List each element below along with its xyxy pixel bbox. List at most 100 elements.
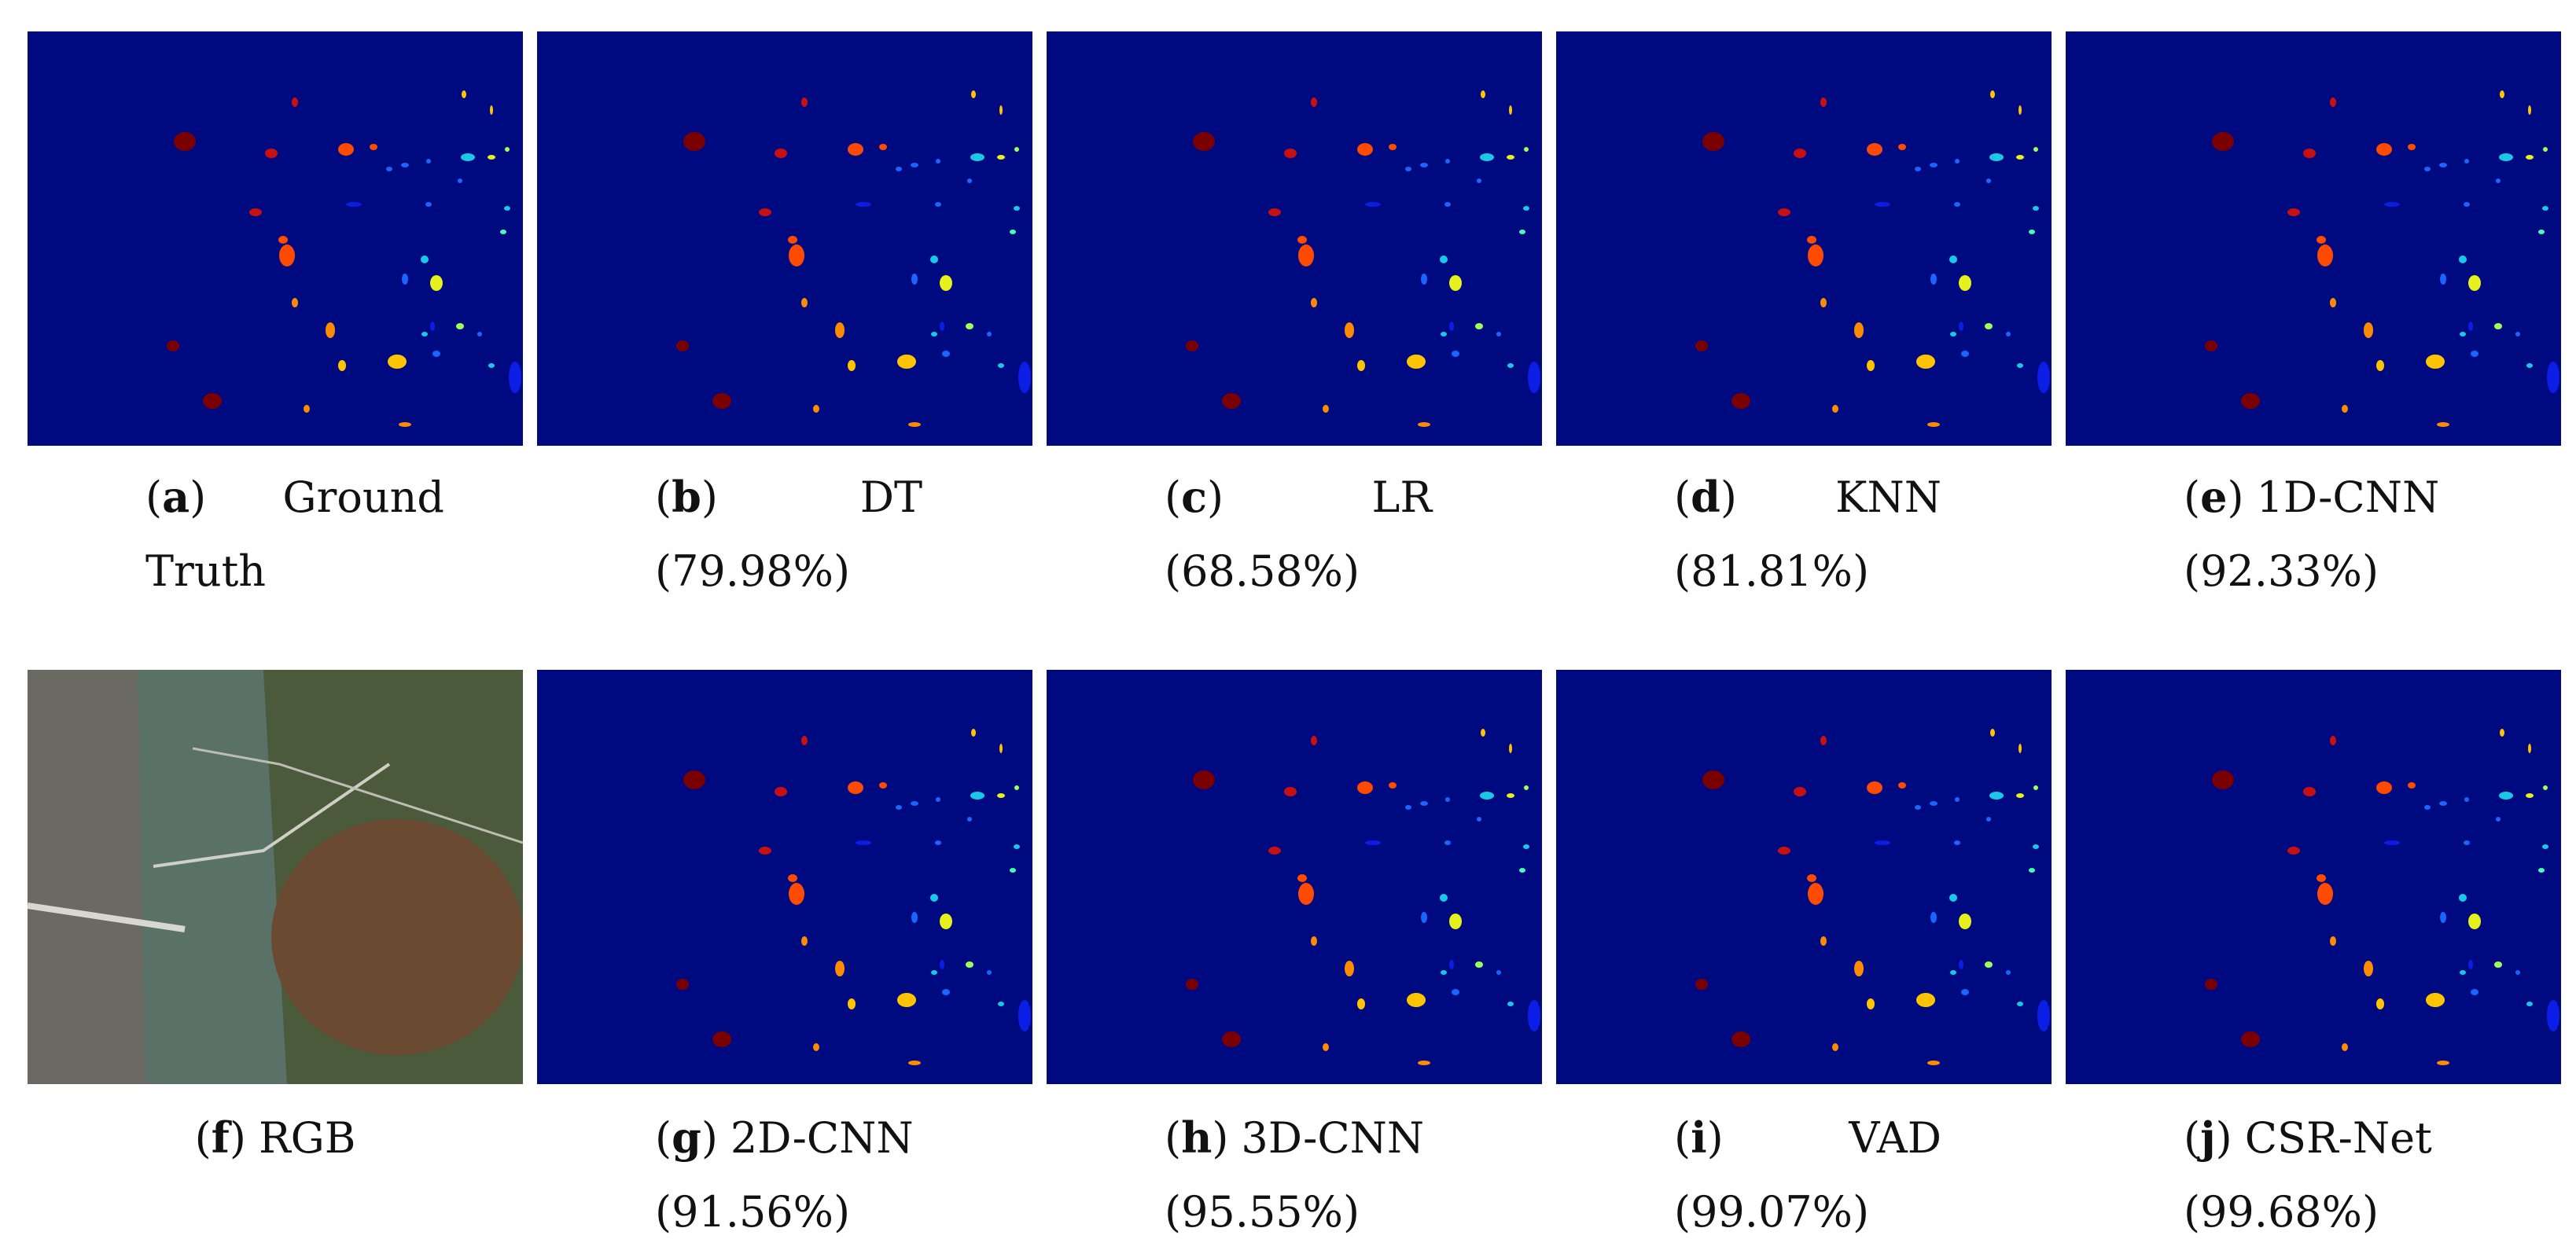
class-region <box>1193 770 1215 789</box>
caption-label: 2D-CNN <box>730 1113 914 1163</box>
class-region <box>1702 132 1724 151</box>
class-region <box>1898 144 1906 150</box>
class-region <box>1449 322 1454 331</box>
class-region <box>1930 912 1937 923</box>
caption-c: (c) LR (68.58%) <box>1165 460 1432 608</box>
class-region <box>1444 202 1451 207</box>
class-region <box>2543 147 2548 152</box>
class-region <box>2384 202 2400 207</box>
class-region <box>1010 230 1016 234</box>
class-region <box>1523 844 1529 849</box>
class-region <box>911 163 918 167</box>
caption-letter: f <box>211 1112 230 1163</box>
class-region <box>2494 323 2502 329</box>
class-region <box>1297 874 1307 882</box>
class-region <box>1311 936 1317 946</box>
class-region <box>2330 736 2336 745</box>
class-region <box>897 355 916 369</box>
class-region <box>2330 97 2336 107</box>
class-region <box>456 323 464 329</box>
panel-e-1d-cnn <box>2066 31 2561 446</box>
class-region <box>1854 322 1864 338</box>
class-region <box>940 914 952 929</box>
caption-letter: i <box>1691 1112 1707 1163</box>
class-region <box>1867 143 1882 156</box>
classification-map <box>1047 31 1542 446</box>
class-region <box>2437 422 2449 427</box>
class-region <box>1449 960 1454 969</box>
class-region <box>504 206 510 211</box>
class-region <box>789 883 804 905</box>
class-region <box>2029 230 2035 234</box>
class-region <box>1418 1061 1430 1065</box>
class-region <box>1222 1031 1241 1047</box>
class-region <box>1475 961 1483 968</box>
class-region <box>1475 323 1483 329</box>
class-region <box>1389 782 1397 789</box>
class-region <box>2499 792 2513 800</box>
caption-label: CSR-Net <box>2244 1113 2432 1163</box>
class-region <box>1954 840 1960 845</box>
caption-letter: b <box>672 472 701 522</box>
caption-value: (92.33%) <box>2184 546 2379 596</box>
class-region <box>1930 801 1938 806</box>
class-region <box>2468 914 2481 929</box>
class-region <box>2464 797 2469 802</box>
class-region <box>911 274 918 285</box>
class-region <box>911 912 918 923</box>
class-region <box>998 363 1004 368</box>
class-region <box>2376 360 2384 371</box>
class-region <box>1524 147 1529 152</box>
class-region <box>2317 883 2333 905</box>
class-region <box>2459 256 2467 263</box>
class-region <box>1018 362 1031 393</box>
class-region <box>458 178 462 183</box>
panel-i-vad <box>1556 670 2052 1084</box>
class-region <box>997 793 1005 798</box>
class-region <box>461 153 475 161</box>
class-region <box>2500 90 2504 98</box>
panel-f-rgb <box>28 670 523 1084</box>
class-region <box>2006 332 2011 336</box>
class-region <box>2241 393 2260 409</box>
class-region <box>940 275 952 291</box>
caption-j: (j) CSR-Net (99.68%) <box>2184 1101 2467 1249</box>
class-region <box>848 143 863 156</box>
class-region <box>759 847 771 855</box>
caption-i: (i) VAD (99.07%) <box>1674 1101 1941 1249</box>
class-region <box>1452 989 1459 995</box>
class-region <box>1820 936 1827 946</box>
class-region <box>1523 206 1529 211</box>
class-region <box>1405 805 1411 810</box>
class-region <box>488 155 495 160</box>
class-region <box>835 322 845 338</box>
class-region <box>1298 244 1314 267</box>
caption-value: (95.55%) <box>1165 1187 1360 1237</box>
caption-letter: h <box>1181 1112 1213 1163</box>
panel-a-ground-truth <box>28 31 523 446</box>
caption-d: (d) KNN (81.81%) <box>1674 460 1941 608</box>
caption-letter: c <box>1181 472 1207 522</box>
class-region <box>788 874 797 882</box>
caption-letter: g <box>672 1112 701 1163</box>
class-region <box>1808 883 1823 905</box>
class-region <box>2376 998 2384 1009</box>
class-region <box>2542 206 2548 211</box>
class-region <box>2017 363 2023 368</box>
classification-map <box>537 670 1032 1084</box>
class-region <box>1014 147 1019 152</box>
class-region <box>2460 332 2466 336</box>
class-region <box>401 163 409 167</box>
class-region <box>1702 770 1724 789</box>
class-region <box>1985 323 1993 329</box>
class-region <box>930 894 938 902</box>
class-region <box>1778 208 1790 216</box>
class-region <box>425 202 432 207</box>
class-region <box>2424 805 2431 810</box>
class-region <box>1794 787 1806 796</box>
class-region <box>2528 105 2531 115</box>
class-region <box>1986 178 1991 183</box>
class-region <box>2033 844 2039 849</box>
class-region <box>1875 202 1890 207</box>
class-region <box>942 351 950 357</box>
